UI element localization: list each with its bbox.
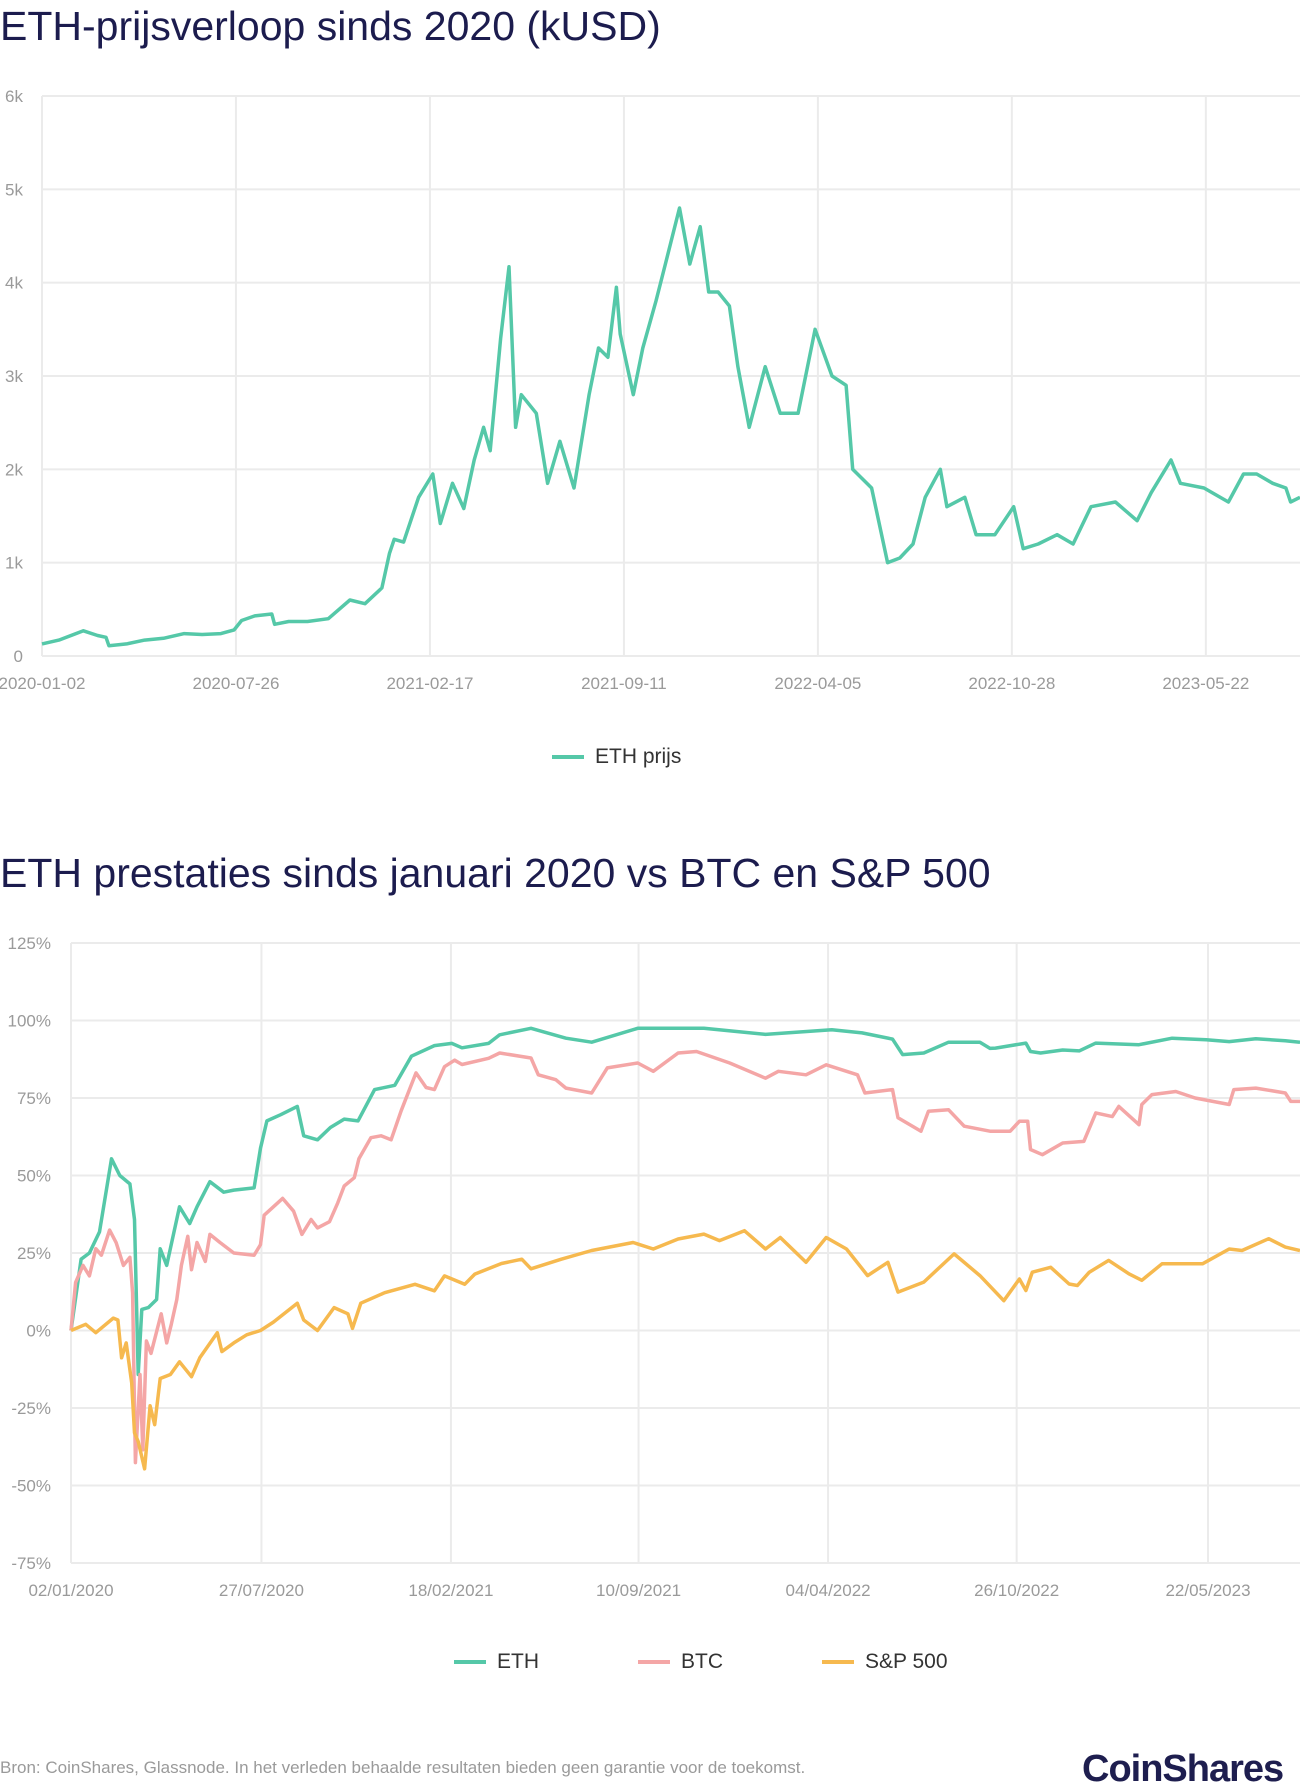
x-tick-label: 2022-04-05 xyxy=(774,674,861,693)
y-tick-label: 100% xyxy=(8,1012,51,1031)
x-tick-label: 2020-01-02 xyxy=(0,674,85,693)
y-tick-label: 5k xyxy=(5,180,23,199)
series-line-btc xyxy=(69,1049,1300,1465)
x-tick-label: 02/01/2020 xyxy=(28,1581,113,1600)
x-tick-label: 26/10/2022 xyxy=(974,1581,1059,1600)
x-tick-label: 2022-10-28 xyxy=(968,674,1055,693)
y-tick-label: 0 xyxy=(14,647,23,666)
series-line-s-p-500 xyxy=(70,1228,1300,1471)
x-tick-label: 2021-09-11 xyxy=(581,674,667,693)
chart-title-eth-performance: ETH prestaties sinds januari 2020 vs BTC… xyxy=(0,850,991,896)
y-tick-label: 125% xyxy=(8,934,51,953)
y-tick-label: -75% xyxy=(11,1554,51,1573)
y-tick-label: 6k xyxy=(5,87,23,106)
y-tick-label: 75% xyxy=(17,1089,51,1108)
source-disclaimer: Bron: CoinShares, Glassnode. In het verl… xyxy=(0,1758,806,1777)
y-tick-label: 4k xyxy=(5,274,23,293)
x-tick-label: 2021-02-17 xyxy=(386,674,473,693)
y-tick-label: 50% xyxy=(17,1167,51,1186)
x-tick-label: 22/05/2023 xyxy=(1165,1581,1250,1600)
legend-label-sp500: S&P 500 xyxy=(865,1650,948,1673)
legend-swatch-btc xyxy=(638,1660,670,1664)
series-line-eth xyxy=(69,1026,1300,1377)
y-tick-label: -25% xyxy=(11,1399,51,1418)
coinshares-logo: CoinShares xyxy=(1082,1748,1284,1790)
x-tick-label: 27/07/2020 xyxy=(219,1581,304,1600)
legend-swatch-eth-price xyxy=(552,755,584,759)
legend-label-eth-price: ETH prijs xyxy=(595,745,682,768)
y-tick-label: 25% xyxy=(17,1244,51,1263)
y-tick-label: -50% xyxy=(11,1477,51,1496)
series-line-eth-prijs xyxy=(41,206,1300,648)
legend-label-eth: ETH xyxy=(497,1650,539,1673)
legend-swatch-eth xyxy=(454,1660,486,1664)
x-tick-label: 10/09/2021 xyxy=(596,1581,681,1600)
y-tick-label: 2k xyxy=(5,460,23,479)
x-tick-label: 2023-05-22 xyxy=(1162,674,1249,693)
legend-performance: ETH BTC S&P 500 xyxy=(454,1650,948,1674)
legend-label-btc: BTC xyxy=(681,1650,723,1673)
y-tick-label: 0% xyxy=(26,1322,51,1341)
x-tick-label: 04/04/2022 xyxy=(786,1581,871,1600)
x-tick-label: 18/02/2021 xyxy=(408,1581,493,1600)
legend-price: ETH prijs xyxy=(552,745,681,769)
x-tick-label: 2020-07-26 xyxy=(192,674,279,693)
chart-title-eth-price: ETH-prijsverloop sinds 2020 (kUSD) xyxy=(0,3,661,49)
y-tick-label: 1k xyxy=(5,554,23,573)
y-tick-label: 3k xyxy=(5,367,23,386)
legend-swatch-sp500 xyxy=(822,1660,854,1664)
